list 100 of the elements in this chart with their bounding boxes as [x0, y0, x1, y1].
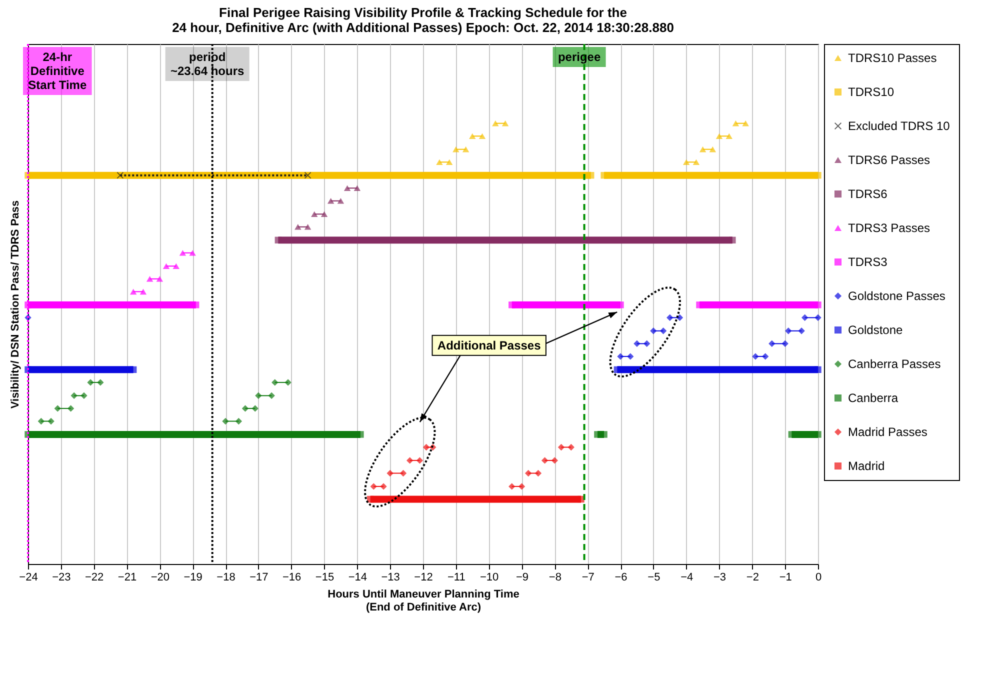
- x-tick-label: −8: [548, 572, 562, 584]
- point: [337, 198, 344, 204]
- point: [320, 211, 328, 218]
- point: [588, 172, 594, 179]
- point: [726, 133, 732, 140]
- point: [462, 146, 470, 152]
- point: [416, 457, 424, 464]
- legend-label: Canberra: [848, 391, 898, 405]
- point: [814, 302, 822, 308]
- point: [502, 120, 509, 126]
- point: [742, 120, 749, 126]
- point: [551, 457, 558, 464]
- legend-label: Canberra Passes: [848, 357, 941, 371]
- point: [222, 418, 229, 425]
- x-tick-label: −2: [746, 572, 759, 584]
- point: [146, 276, 154, 282]
- point: [594, 431, 601, 438]
- point: [682, 159, 690, 166]
- legend-label: TDRS10 Passes: [848, 51, 937, 65]
- point: [436, 159, 443, 166]
- point: [541, 457, 548, 464]
- point: [660, 328, 667, 334]
- point: [304, 224, 312, 230]
- point: [729, 236, 736, 244]
- point: [578, 496, 584, 503]
- point: [54, 405, 61, 412]
- point: [768, 340, 776, 348]
- point: [80, 392, 88, 400]
- point: [179, 250, 186, 256]
- point: [699, 146, 706, 152]
- point: [801, 314, 808, 322]
- point: [696, 302, 703, 308]
- point: [400, 470, 407, 477]
- point: [814, 366, 822, 374]
- point: [284, 379, 292, 386]
- point: [814, 314, 822, 322]
- point: [294, 224, 302, 230]
- point: [446, 159, 453, 166]
- y-axis-title: Visibility/ DSN Station Pass/ TDRS Pass: [10, 200, 22, 409]
- x-tick-label: −5: [648, 572, 660, 584]
- point: [762, 353, 769, 360]
- point: [785, 328, 792, 334]
- legend-label: Madrid Passes: [848, 425, 928, 439]
- point: [87, 379, 94, 386]
- x-tick-label: −21: [118, 572, 137, 584]
- point: [67, 405, 74, 412]
- point: [508, 302, 516, 308]
- point: [732, 120, 740, 126]
- x-tick-label: −6: [614, 572, 628, 584]
- point: [272, 379, 278, 386]
- x-tick-label: −17: [250, 572, 268, 584]
- point: [534, 470, 542, 477]
- legend-label: TDRS3 Passes: [848, 221, 930, 235]
- x-tick-label: −9: [516, 572, 529, 584]
- point: [716, 133, 723, 140]
- chart-title: Final Perigee Raising Visibility Profile & Tracking Schedule for the 24 hour, Definitive Arc (with Additional Passes) Epoch: Oct. 22, 2014 18:30:28.880: [172, 5, 674, 35]
- point: [274, 236, 282, 244]
- point: [600, 172, 608, 179]
- point: [172, 263, 180, 270]
- x-tick-label: −22: [84, 572, 104, 584]
- annotation: Additional Passes: [437, 338, 542, 352]
- point: [268, 392, 275, 400]
- point: [508, 483, 516, 490]
- point: [492, 120, 499, 126]
- point: [798, 328, 805, 334]
- point: [406, 457, 414, 464]
- legend-label: TDRS6 Passes: [848, 153, 930, 167]
- point: [568, 444, 574, 451]
- point: [304, 172, 312, 179]
- point: [156, 276, 164, 282]
- x-tick-label: 0: [815, 572, 822, 584]
- legend-label: TDRS3: [848, 255, 888, 269]
- point: [97, 379, 104, 386]
- point: [140, 288, 147, 295]
- point: [38, 418, 45, 425]
- point: [650, 328, 657, 334]
- point: [344, 185, 351, 192]
- point: [130, 366, 137, 374]
- x-tick-label: −18: [216, 572, 236, 584]
- point: [452, 146, 460, 152]
- point: [524, 470, 532, 477]
- x-tick-label: −11: [447, 572, 466, 584]
- point: [48, 418, 54, 425]
- point: [189, 250, 196, 256]
- point: [518, 483, 526, 490]
- x-tick-label: −10: [480, 572, 499, 584]
- legend-label: Excluded TDRS 10: [848, 119, 950, 133]
- x-tick-label: −4: [680, 572, 694, 584]
- point: [327, 198, 334, 204]
- x-axis-title: Hours Until Maneuver Planning Time (End of Definitive Arc): [328, 588, 520, 614]
- x-tick-label: −14: [348, 572, 368, 584]
- point: [627, 353, 634, 360]
- point: [380, 483, 387, 490]
- point: [192, 302, 200, 308]
- point: [116, 172, 124, 179]
- x-tick-label: −15: [315, 572, 334, 584]
- point: [354, 185, 361, 192]
- point: [242, 405, 249, 412]
- point: [814, 172, 822, 179]
- point: [752, 353, 759, 360]
